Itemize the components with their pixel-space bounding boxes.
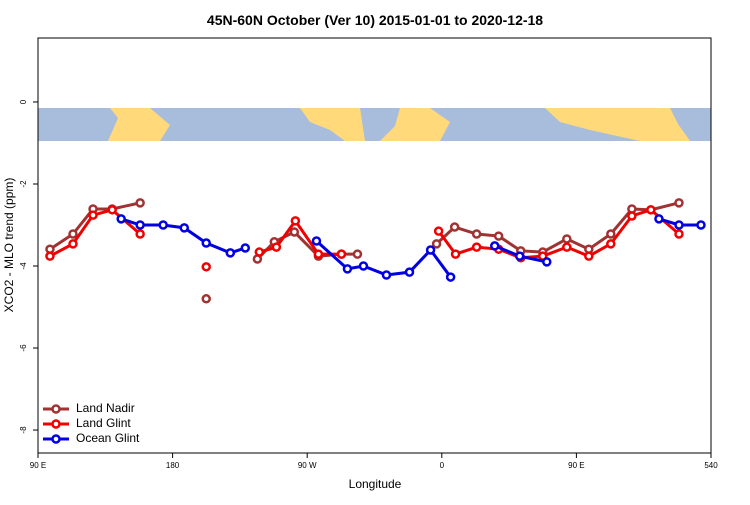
legend-label: Land Nadir [76,401,135,415]
point [201,238,211,248]
point [225,248,236,258]
x-tick-label: 90 E [568,461,584,470]
point [342,264,353,274]
point [674,229,684,239]
point [352,249,363,259]
point [404,267,415,277]
x-tick-label: 540 [704,461,718,470]
y-tick-label: -8 [19,426,28,434]
y-tick-label: -2 [19,180,28,188]
y-axis-label: XCO2 - MLO trend (ppm) [2,178,16,313]
point [562,242,572,252]
point [45,251,55,261]
point [696,220,706,230]
legend-label: Land Glint [76,416,131,430]
y-tick-label: -4 [19,262,28,270]
x-axis-label: Longitude [349,477,402,491]
point [336,249,347,259]
point [135,198,145,208]
y-tick-label: -6 [19,344,28,352]
point [358,261,369,271]
point [606,229,616,239]
point [489,241,500,251]
point [646,205,656,215]
point [135,229,145,239]
point [313,249,324,259]
point [627,211,637,221]
x-tick-label: 90 E [30,461,46,470]
point [311,236,322,246]
point [493,231,504,241]
point [179,223,190,233]
legend-label: Ocean Glint [76,431,140,445]
point [674,220,684,230]
point [107,205,117,215]
point [254,247,265,257]
point [542,257,552,267]
point [271,242,282,252]
point [433,226,444,236]
point [116,214,126,224]
point [425,245,436,255]
point [201,294,211,304]
point [471,229,482,239]
point [158,220,168,230]
x-tick-label: 180 [166,461,180,470]
y-tick-label: 0 [19,99,28,104]
point [674,198,684,208]
point [381,270,392,280]
point [88,210,98,220]
point [562,234,572,244]
point [654,214,664,224]
point [68,239,78,249]
point [514,251,525,261]
x-tick-label: 90 W [298,461,317,470]
point [449,222,460,232]
legend-marker [51,434,61,444]
legend-marker [51,419,61,429]
point [240,243,251,253]
point [606,239,616,249]
point [289,227,300,237]
point [450,249,461,259]
x-tick-label: 0 [440,461,445,470]
point [201,262,211,272]
point [471,242,482,252]
legend-marker [51,404,61,414]
plot-frame [37,37,712,454]
point [68,229,78,239]
point [290,216,301,226]
point [445,272,456,282]
point [584,251,594,261]
point [135,220,145,230]
chart-title: 45N-60N October (Ver 10) 2015-01-01 to 2… [207,12,543,28]
point [431,239,442,249]
map-band [38,108,711,141]
